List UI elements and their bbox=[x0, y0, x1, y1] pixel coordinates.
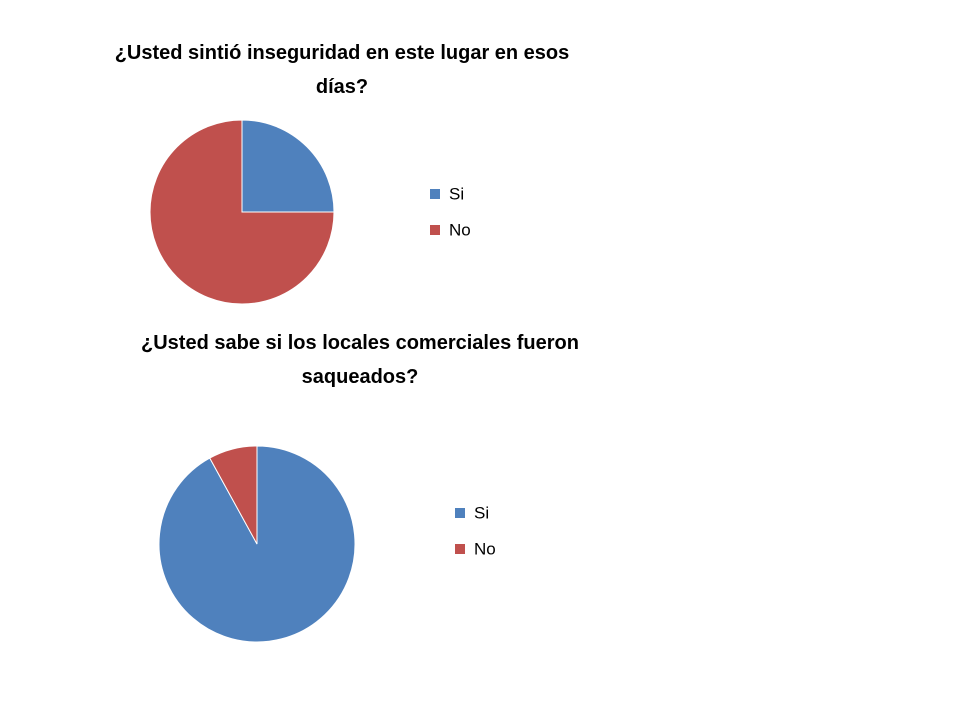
chart-title: ¿Usted sabe si los locales comerciales f… bbox=[141, 332, 579, 388]
pie-slice bbox=[209, 445, 258, 545]
chart-title: ¿Usted sintió inseguridad en este lugar … bbox=[114, 42, 570, 98]
legend-label: No bbox=[449, 220, 471, 239]
pie-slice bbox=[158, 445, 356, 643]
legend-label: Si bbox=[474, 503, 489, 522]
legend-swatch bbox=[430, 189, 440, 199]
legend-label: Si bbox=[449, 184, 464, 203]
pie-slice bbox=[241, 119, 335, 213]
legend-label: No bbox=[474, 539, 496, 558]
pie-slice bbox=[149, 119, 335, 305]
legend-swatch bbox=[455, 544, 465, 554]
legend-swatch bbox=[455, 508, 465, 518]
legend-swatch bbox=[430, 225, 440, 235]
